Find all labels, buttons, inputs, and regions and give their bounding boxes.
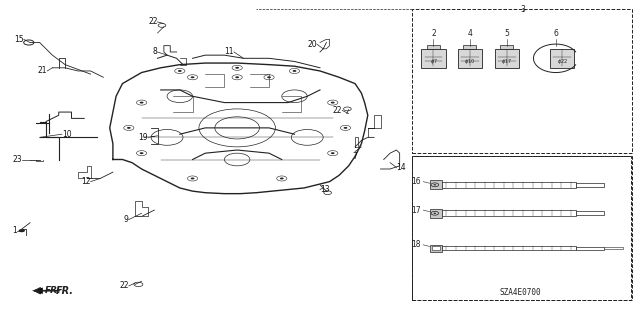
Circle shape [433,184,436,185]
Circle shape [191,76,195,78]
Bar [432,246,440,250]
Circle shape [127,127,131,129]
Bar [430,180,442,189]
Circle shape [140,152,143,154]
Text: 2: 2 [431,29,436,38]
Bar [575,211,604,215]
Bar [604,247,623,249]
Circle shape [140,102,143,104]
Bar [495,49,519,68]
Circle shape [178,70,182,72]
Text: 9: 9 [124,215,129,224]
Bar [575,247,604,249]
Circle shape [344,127,348,129]
Bar [442,210,575,216]
Polygon shape [32,287,43,294]
FancyBboxPatch shape [412,9,632,153]
Text: 3: 3 [520,4,525,13]
Text: SZA4E0700: SZA4E0700 [500,288,541,297]
Bar [421,49,445,68]
Text: 6: 6 [554,29,558,38]
Circle shape [280,178,284,179]
Text: 8: 8 [153,48,157,56]
Text: 14: 14 [396,163,406,172]
Text: 22: 22 [148,18,157,26]
Text: 1: 1 [13,226,17,235]
Text: 19: 19 [138,133,148,142]
Bar [458,49,482,68]
Circle shape [236,76,239,78]
Text: 15: 15 [14,35,24,44]
Circle shape [236,67,239,69]
Circle shape [19,229,25,232]
Text: FR.: FR. [45,286,61,295]
Bar [427,45,440,49]
Bar [442,182,575,188]
Circle shape [292,70,296,72]
FancyBboxPatch shape [412,156,632,300]
Circle shape [267,76,271,78]
Text: $\phi$7: $\phi$7 [429,57,437,66]
Text: 22: 22 [333,106,342,115]
Text: FR.: FR. [56,286,74,296]
Text: 13: 13 [320,185,330,194]
Text: 23: 23 [12,155,22,164]
Bar [430,209,442,218]
Bar [550,49,574,68]
Bar [442,246,575,250]
Bar [500,45,513,49]
Text: $\phi$17: $\phi$17 [501,57,512,66]
Text: 20: 20 [307,40,317,48]
Circle shape [331,152,335,154]
Text: $\phi$10: $\phi$10 [464,57,476,66]
Bar [463,45,476,49]
Text: $\phi$22: $\phi$22 [557,57,568,66]
Text: 11: 11 [225,48,234,56]
Circle shape [191,178,195,179]
Text: 10: 10 [62,130,72,139]
Text: 17: 17 [411,206,420,215]
Text: 12: 12 [81,177,91,186]
Text: 4: 4 [467,29,472,38]
Text: 22: 22 [119,281,129,291]
Circle shape [433,213,436,214]
Text: 21: 21 [38,66,47,76]
Bar [430,245,442,251]
Text: 16: 16 [411,177,420,186]
Text: 18: 18 [411,241,420,249]
Text: 5: 5 [504,29,509,38]
Circle shape [331,102,335,104]
Bar [575,183,604,187]
Text: 7: 7 [353,152,358,160]
